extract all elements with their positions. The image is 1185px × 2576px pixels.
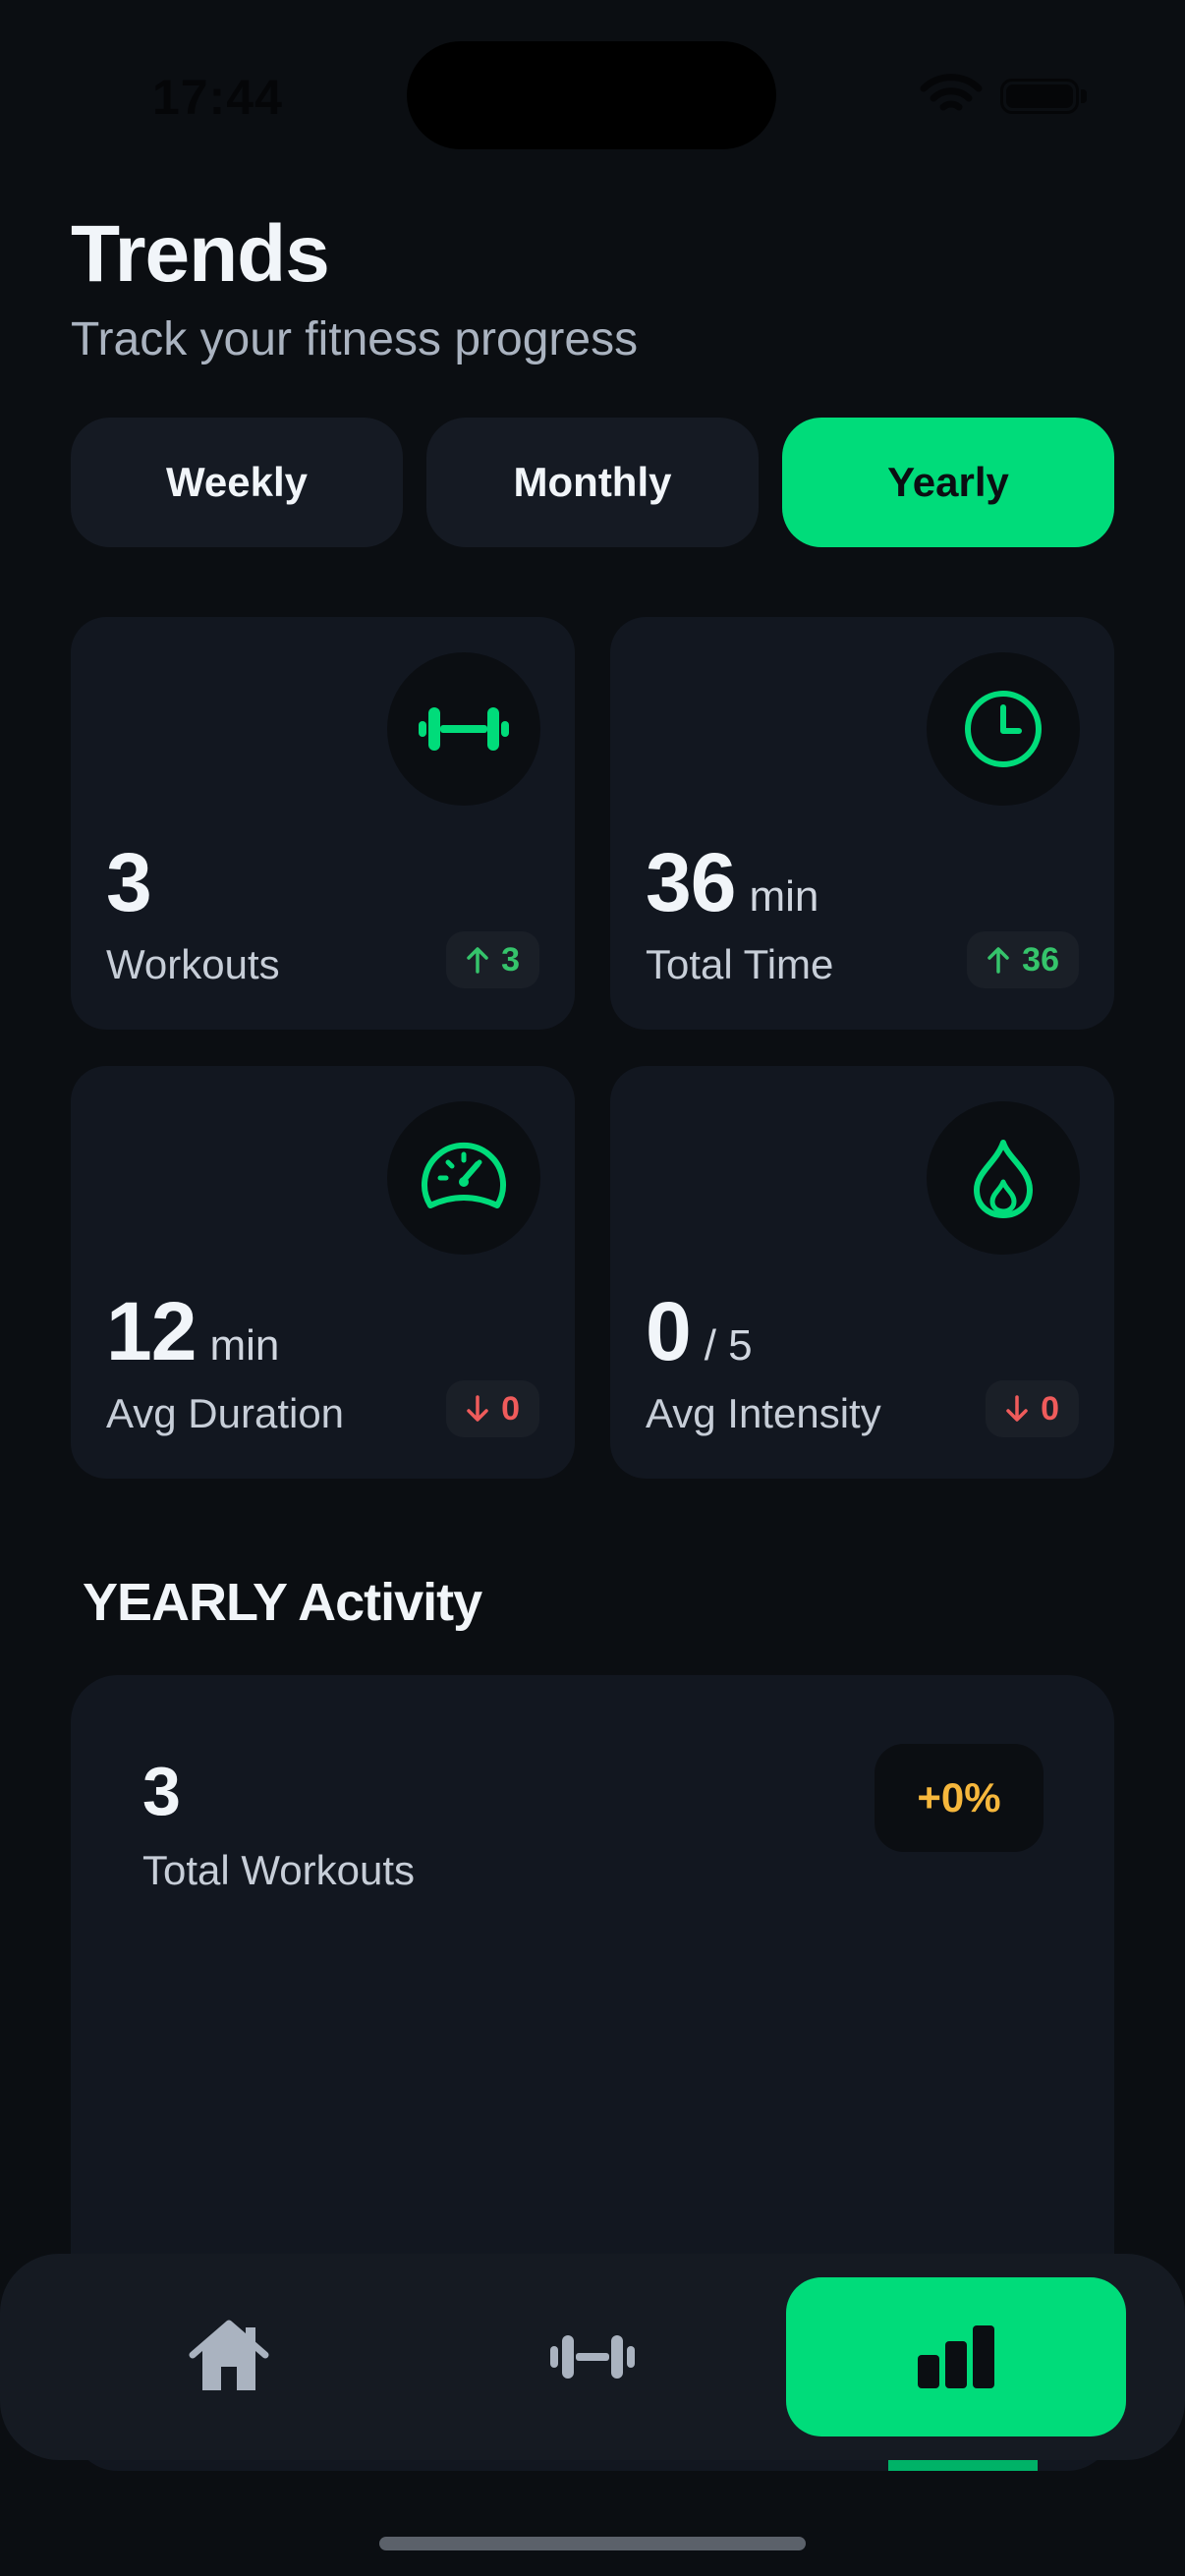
battery-icon <box>1000 79 1079 114</box>
home-indicator <box>379 2537 806 2550</box>
stat-number: 0 <box>646 1285 692 1377</box>
bar-chart-icon <box>918 2325 994 2388</box>
change-badge: +0% <box>875 1744 1044 1852</box>
delta-badge: 36 <box>967 931 1079 988</box>
dumbbell-icon <box>419 707 509 751</box>
dynamic-island <box>407 41 776 149</box>
delta-value: 0 <box>1041 1389 1059 1428</box>
total-workouts-value: 3 <box>142 1753 181 1829</box>
delta-value: 0 <box>501 1389 520 1428</box>
tab-weekly[interactable]: Weekly <box>71 418 403 547</box>
clock-icon <box>965 691 1042 767</box>
delta-value: 36 <box>1022 940 1059 979</box>
stat-icon-badge <box>387 1101 540 1255</box>
stat-icon-badge <box>927 1101 1080 1255</box>
arrow-down-icon <box>467 1395 488 1422</box>
speedometer-icon <box>422 1143 506 1208</box>
battery-cap <box>1081 89 1087 103</box>
stat-card-avg-duration: 12 min Avg Duration 0 <box>71 1066 575 1479</box>
delta-badge: 0 <box>446 1380 539 1437</box>
section-title: YEARLY Activity <box>83 1573 482 1632</box>
stat-label: Avg Duration <box>106 1390 345 1436</box>
stat-value: 12 min <box>106 1284 279 1379</box>
stat-label: Workouts <box>106 941 280 987</box>
stat-card-workouts: 3 Workouts 3 <box>71 617 575 1030</box>
home-icon <box>189 2320 269 2390</box>
wifi-icon <box>920 74 983 111</box>
status-time: 17:44 <box>152 70 283 125</box>
flame-icon <box>974 1140 1033 1218</box>
stat-value: 3 <box>106 835 165 930</box>
arrow-up-icon <box>988 947 1009 974</box>
page-subtitle: Track your fitness progress <box>71 313 639 365</box>
total-workouts-label: Total Workouts <box>142 1847 415 1893</box>
tab-yearly[interactable]: Yearly <box>782 418 1114 547</box>
nav-workouts[interactable] <box>423 2277 762 2436</box>
stat-label: Avg Intensity <box>646 1390 881 1436</box>
stat-card-total-time: 36 min Total Time 36 <box>610 617 1114 1030</box>
stat-label: Total Time <box>646 941 834 987</box>
stat-unit: min <box>749 872 819 921</box>
arrow-down-icon <box>1006 1395 1028 1422</box>
stat-card-avg-intensity: 0 / 5 Avg Intensity 0 <box>610 1066 1114 1479</box>
stat-value: 36 min <box>646 835 818 930</box>
delta-badge: 3 <box>446 931 539 988</box>
delta-value: 3 <box>501 940 520 979</box>
stat-number: 36 <box>646 836 736 928</box>
page-title: Trends <box>71 209 330 299</box>
tab-monthly[interactable]: Monthly <box>426 418 759 547</box>
stat-icon-badge <box>387 652 540 806</box>
stat-icon-badge <box>927 652 1080 806</box>
stat-unit: / 5 <box>704 1321 753 1370</box>
dumbbell-icon <box>550 2335 635 2379</box>
stat-value: 0 / 5 <box>646 1284 753 1379</box>
stat-number: 12 <box>106 1285 197 1377</box>
arrow-up-icon <box>467 947 488 974</box>
stat-number: 3 <box>106 836 152 928</box>
stat-unit: min <box>209 1321 280 1370</box>
nav-home[interactable] <box>59 2277 399 2436</box>
bottom-nav <box>0 2254 1185 2460</box>
nav-trends[interactable] <box>786 2277 1126 2436</box>
delta-badge: 0 <box>986 1380 1079 1437</box>
